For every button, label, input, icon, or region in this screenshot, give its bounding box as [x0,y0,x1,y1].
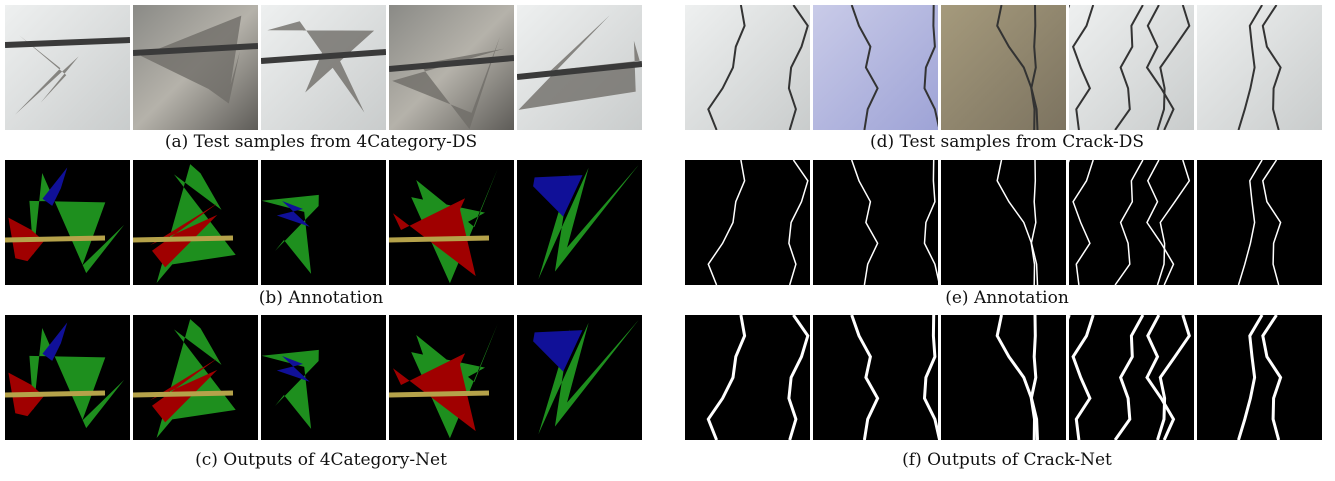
photo [813,5,940,130]
annotation [389,160,514,285]
output [685,315,810,440]
output [389,315,514,440]
caption: (d) Test samples from Crack-DS [870,132,1144,152]
output [941,315,1066,440]
region-yellow [5,238,105,240]
photo [517,5,642,130]
photo [5,5,130,130]
photo [685,5,810,130]
output [261,315,386,440]
mask-bg [261,315,386,440]
photo [1046,5,1195,130]
photo [133,5,258,130]
photo [941,5,1066,130]
mask-bg [813,160,938,285]
annotation [813,160,940,285]
mask-bg [813,315,938,440]
caption: (c) Outputs of 4Category-Net [195,450,447,470]
region-yellow [5,393,105,395]
annotation [261,160,386,285]
region-yellow [389,393,489,395]
region-yellow [133,238,233,240]
figure: (a) Test samples from 4Category-DS (b) A… [0,0,1335,481]
mask-bg [941,315,1066,440]
caption: (a) Test samples from 4Category-DS [165,132,477,152]
output [1046,315,1195,440]
annotation [517,160,642,285]
annotation [133,160,258,285]
annotation [1197,160,1322,285]
annotation [1046,160,1195,285]
mask-bg [261,160,386,285]
output [5,315,130,440]
caption: (b) Annotation [259,288,383,308]
photo-bg [1197,5,1322,130]
annotation [685,160,810,285]
mask-bg [1197,160,1322,285]
annotation [5,160,130,285]
photo-bg [941,5,1066,130]
mask-bg [1197,315,1322,440]
photo-bg [813,5,938,130]
caption: (e) Annotation [945,288,1069,308]
output [1197,315,1322,440]
region-yellow [133,393,233,395]
photo [261,5,386,130]
photo [1197,5,1322,130]
output [133,315,258,440]
annotation [941,160,1066,285]
region-yellow [389,238,489,240]
output [813,315,940,440]
photo [389,5,514,130]
output [517,315,642,440]
caption: (f) Outputs of Crack-Net [902,450,1112,470]
mask-bg [941,160,1066,285]
